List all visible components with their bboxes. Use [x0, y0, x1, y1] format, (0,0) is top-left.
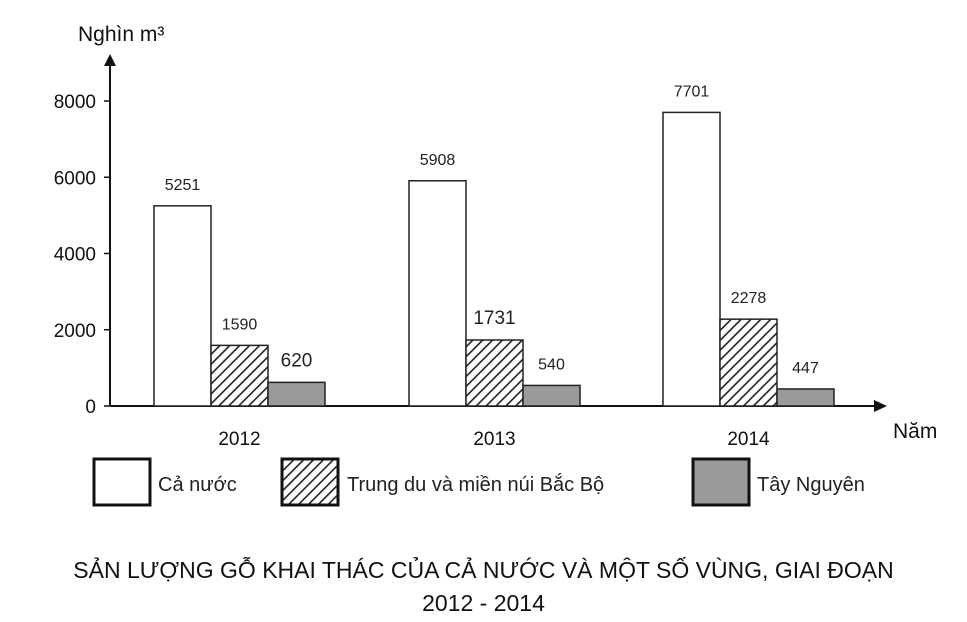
data-labels: 5251 5908 7701 1590 1731 2278 620 540 447	[165, 83, 819, 377]
data-label: 620	[281, 350, 313, 371]
chart-title: SẢN LƯỢNG GỖ KHAI THÁC CỦA CẢ NƯỚC VÀ MỘ…	[73, 557, 894, 583]
y-tick-label: 6000	[54, 168, 96, 189]
y-tick-label: 8000	[54, 92, 96, 113]
y-axis-title: Nghìn m³	[78, 23, 164, 46]
bar	[408, 180, 467, 407]
legend-swatch	[280, 457, 340, 507]
bar	[662, 111, 721, 407]
data-label: 2278	[731, 290, 767, 307]
legend-swatch	[92, 457, 152, 507]
bar-chart: 0 2000 4000 6000 8000 2012 2013 2014 5251 5908 77…	[54, 23, 937, 507]
legend-swatch	[691, 457, 751, 507]
data-label: 7701	[674, 83, 710, 100]
data-label: 1731	[473, 308, 515, 329]
x-axis-arrow-icon	[874, 400, 887, 412]
legend-label: Trung du và miền núi Bắc Bộ	[347, 473, 604, 496]
x-tick-label: 2012	[218, 429, 260, 450]
legend-label: Tây Nguyên	[757, 474, 865, 496]
data-label: 5251	[165, 177, 201, 194]
y-tick-label: 4000	[54, 245, 96, 266]
legend-label: Cả nước	[158, 474, 237, 496]
y-tick-label: 2000	[54, 321, 96, 342]
chart-title-line2: 2012 - 2014	[422, 590, 545, 616]
data-label: 5908	[420, 152, 456, 169]
bar	[267, 381, 326, 407]
x-tick-label: 2014	[727, 429, 770, 450]
bar	[153, 205, 212, 407]
data-label: 540	[538, 356, 565, 373]
bar	[465, 339, 524, 407]
bar	[210, 344, 269, 407]
bar	[719, 318, 778, 407]
y-tick-label: 0	[85, 397, 96, 418]
bar	[522, 384, 581, 407]
bars	[153, 111, 835, 407]
y-axis-arrow-icon	[104, 54, 116, 66]
x-axis-title: Năm	[893, 420, 937, 443]
bar	[776, 388, 835, 407]
data-label: 1590	[222, 316, 258, 333]
legend: Cả nước Trung du và miền núi Bắc Bộ Tây Ng…	[92, 457, 865, 507]
data-label: 447	[792, 360, 819, 377]
x-tick-label: 2013	[473, 429, 515, 450]
